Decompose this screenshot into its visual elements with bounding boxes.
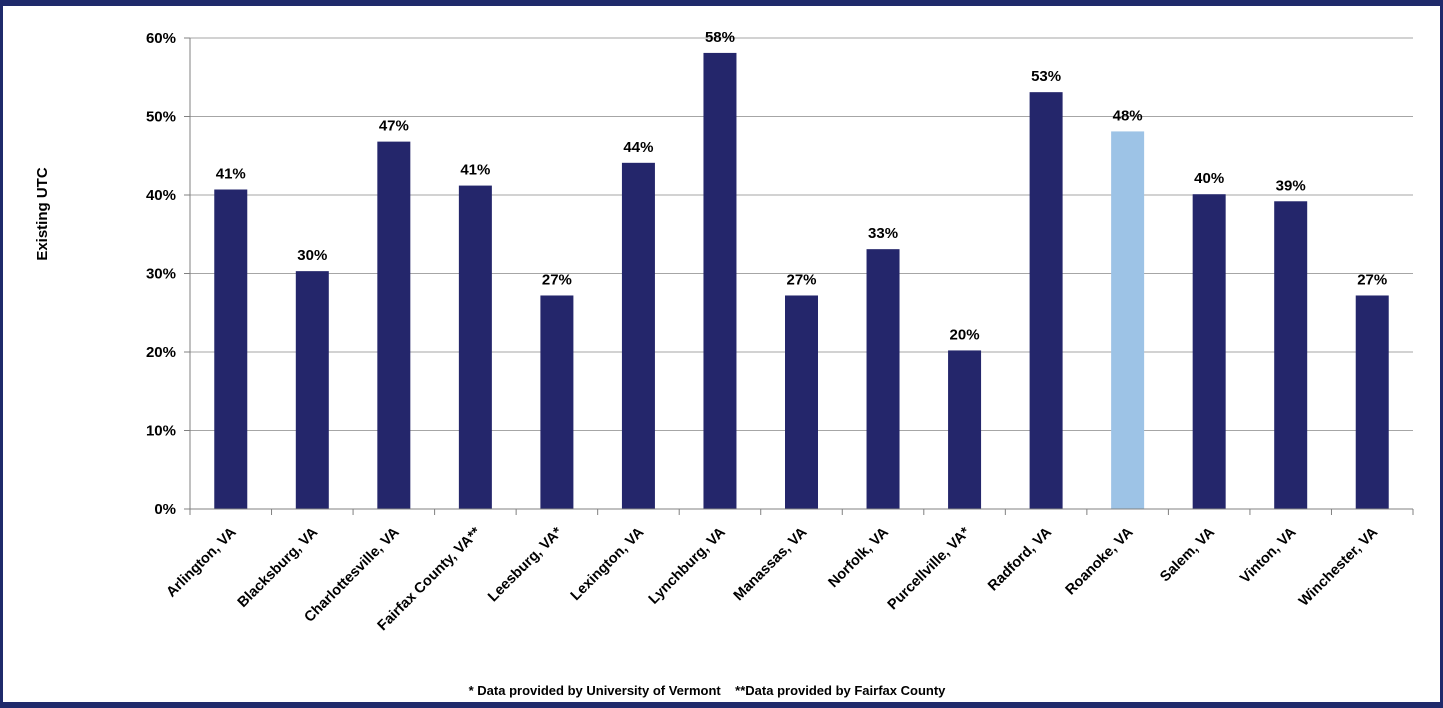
category-label: Arlington, VA: [164, 524, 240, 600]
data-label: 27%: [786, 271, 816, 288]
category-label: Salem, VA: [1157, 524, 1218, 585]
bar: [621, 162, 655, 509]
data-label: 41%: [460, 162, 490, 179]
bar: [1029, 92, 1063, 509]
bar: [458, 185, 492, 509]
data-label: 48%: [1113, 107, 1143, 124]
chart-frame-bottom: [0, 702, 1443, 708]
bar: [540, 295, 574, 509]
bar: [1111, 131, 1145, 510]
data-label: 40%: [1194, 170, 1224, 187]
bar: [948, 350, 982, 509]
category-label: Vinton, VA: [1237, 524, 1300, 587]
data-label: 33%: [868, 225, 898, 242]
bar: [1355, 295, 1389, 509]
axes: [189, 38, 1414, 515]
data-label: 58%: [705, 29, 735, 46]
category-label: Norfolk, VA: [825, 524, 892, 591]
bar: [866, 249, 900, 510]
bar: [785, 295, 818, 509]
bars: [214, 52, 1389, 510]
category-label: Leesburg, VA*: [485, 524, 566, 605]
bar: [214, 189, 248, 509]
y-tick-label: 10%: [146, 423, 176, 440]
y-tick-label: 50%: [146, 109, 176, 126]
data-label: 30%: [297, 247, 327, 264]
data-label: 27%: [542, 271, 572, 288]
data-label: 27%: [1357, 271, 1387, 288]
category-label: Lexington, VA: [568, 524, 648, 604]
category-label: Radford, VA: [985, 524, 1055, 594]
bar: [1274, 201, 1308, 509]
bar: [295, 271, 329, 509]
data-labels: 41% 30% 47% 41% 27% 44% 58% 27% 33% 20% 53% 48% 40% 3…: [216, 29, 1387, 344]
category-label: Purcellville, VA*: [885, 524, 974, 613]
data-label: 47%: [379, 118, 409, 135]
bar: [703, 52, 737, 509]
y-tick-label: 60%: [146, 30, 176, 47]
footnote: * Data provided by University of Vermont…: [469, 683, 947, 698]
category-label: Manassas, VA: [731, 524, 811, 604]
data-label: 44%: [623, 139, 653, 156]
bar: [377, 141, 411, 509]
category-label: Lynchburg, VA: [646, 524, 729, 607]
y-tick-label: 40%: [146, 187, 176, 204]
data-label: 53%: [1031, 68, 1061, 85]
y-tick-label: 30%: [146, 266, 176, 283]
data-label: 41%: [216, 166, 246, 183]
y-axis-label: Existing UTC: [34, 167, 51, 261]
y-axis-ticks: 0% 10% 20% 30% 40% 50% 60%: [146, 30, 190, 518]
category-label: Blacksburg, VA: [235, 524, 322, 611]
category-label: Winchester, VA: [1296, 524, 1381, 609]
data-label: 39%: [1276, 177, 1306, 194]
y-tick-label: 0%: [154, 501, 176, 518]
bar: [1192, 194, 1226, 509]
category-label: Roanoke, VA: [1063, 524, 1137, 598]
data-label: 20%: [950, 326, 980, 343]
y-tick-label: 20%: [146, 344, 176, 361]
